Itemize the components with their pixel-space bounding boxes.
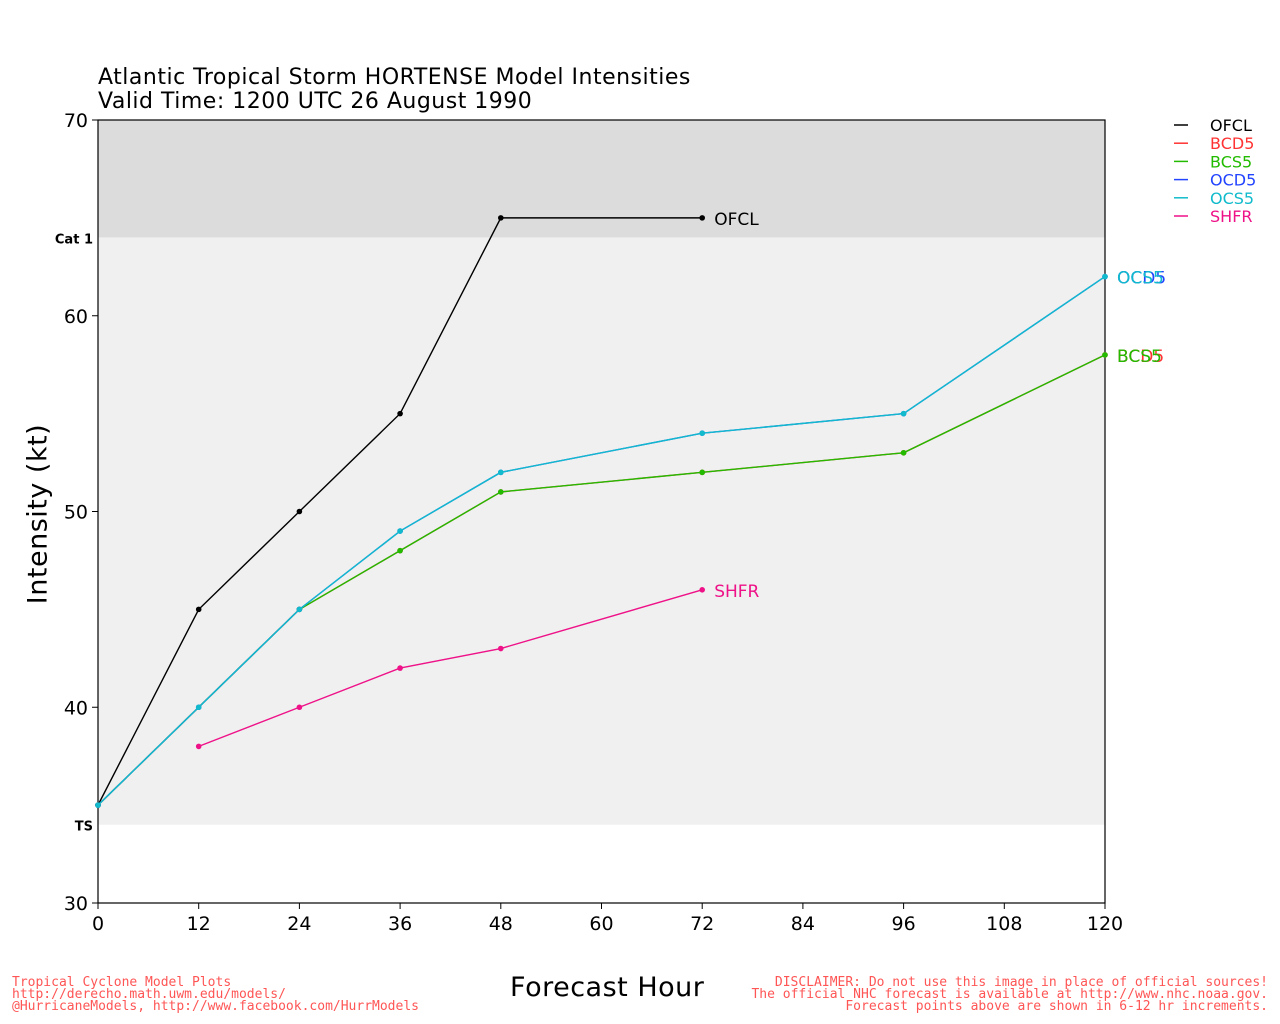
data-point — [95, 802, 101, 808]
x-tick-label: 0 — [92, 913, 104, 935]
band-label: Cat 1 — [55, 232, 93, 247]
y-tick-label: 30 — [64, 893, 88, 915]
x-axis-label: Forecast Hour — [510, 972, 705, 1003]
x-tick-label: 72 — [690, 913, 714, 935]
series-line — [97, 217, 703, 806]
series-line — [97, 276, 1106, 806]
data-point — [699, 430, 705, 437]
data-point — [397, 665, 403, 671]
series-end-label: BCS5 — [1117, 347, 1162, 367]
x-tick-label: 120 — [1087, 913, 1123, 935]
y-tick-label: 60 — [64, 306, 88, 328]
x-tick-label: 84 — [791, 913, 815, 935]
data-point — [1102, 273, 1108, 280]
x-tick-label: 48 — [489, 913, 513, 935]
data-point — [296, 508, 303, 515]
data-point — [699, 587, 705, 593]
data-point — [900, 449, 907, 456]
y-axis-label: Intensity (kt) — [22, 423, 54, 605]
data-point — [498, 645, 504, 652]
x-tick-label: 96 — [892, 913, 916, 935]
band-label: TS — [75, 820, 93, 835]
legend-label: SHFR — [1210, 207, 1253, 226]
chart-subtitle: Valid Time: 1200 UTC 26 August 1990 — [98, 89, 533, 114]
data-point — [1102, 352, 1108, 358]
x-tick-label: 108 — [986, 913, 1022, 935]
data-point — [498, 215, 504, 221]
y-tick-label: 70 — [64, 110, 88, 132]
legend-label: BCS5 — [1210, 152, 1252, 171]
data-point — [195, 743, 202, 750]
footer-disclaimer-line: DISCLAIMER: Do not use this image in pla… — [774, 975, 1268, 990]
data-point — [498, 489, 504, 495]
data-point — [699, 469, 705, 476]
series-end-label: SHFR — [714, 582, 759, 602]
data-point — [195, 606, 202, 613]
footer-credits-line: Tropical Cyclone Model Plots — [12, 975, 232, 990]
legend-label: OFCL — [1210, 116, 1252, 135]
data-point — [195, 704, 202, 711]
x-tick-label: 60 — [589, 913, 613, 935]
footer-credits: Tropical Cyclone Model Plots http://dere… — [12, 975, 419, 1014]
footer-credits-line: http://derecho.math.uwm.edu/models/ — [12, 987, 286, 1002]
data-point — [699, 215, 705, 221]
intensity-band — [98, 237, 1105, 825]
x-tick-label: 24 — [287, 913, 311, 935]
legend-label: OCS5 — [1210, 189, 1254, 208]
chart-title: Atlantic Tropical Storm HORTENSE Model I… — [98, 65, 691, 90]
x-tick-label: 12 — [187, 913, 211, 935]
series-end-label: OCD5 — [1117, 269, 1166, 289]
data-point — [498, 469, 504, 476]
data-point — [397, 410, 403, 417]
series-end-label: BCD5 — [1117, 347, 1164, 367]
series-end-label: OFCL — [714, 210, 759, 230]
data-point — [296, 704, 303, 711]
data-point — [397, 547, 403, 554]
data-point — [296, 606, 303, 613]
data-point — [397, 528, 403, 534]
data-point — [900, 410, 907, 417]
footer-disclaimer: DISCLAIMER: Do not use this image in pla… — [751, 975, 1268, 1014]
intensity-band — [98, 120, 1105, 238]
y-tick-label: 50 — [64, 502, 88, 524]
legend-label: BCD5 — [1210, 134, 1254, 153]
x-tick-label: 36 — [388, 913, 412, 935]
legend-label: OCD5 — [1210, 171, 1256, 190]
y-tick-label: 40 — [64, 697, 88, 719]
footer-disclaimer-line: Forecast points above are shown in 6-12 … — [845, 999, 1268, 1014]
footer-credits-line: @HurricaneModels, http://www.facebook.co… — [12, 999, 419, 1014]
footer-disclaimer-line: The official NHC forecast is available a… — [751, 987, 1268, 1002]
series-end-label: OCS5 — [1117, 269, 1164, 289]
